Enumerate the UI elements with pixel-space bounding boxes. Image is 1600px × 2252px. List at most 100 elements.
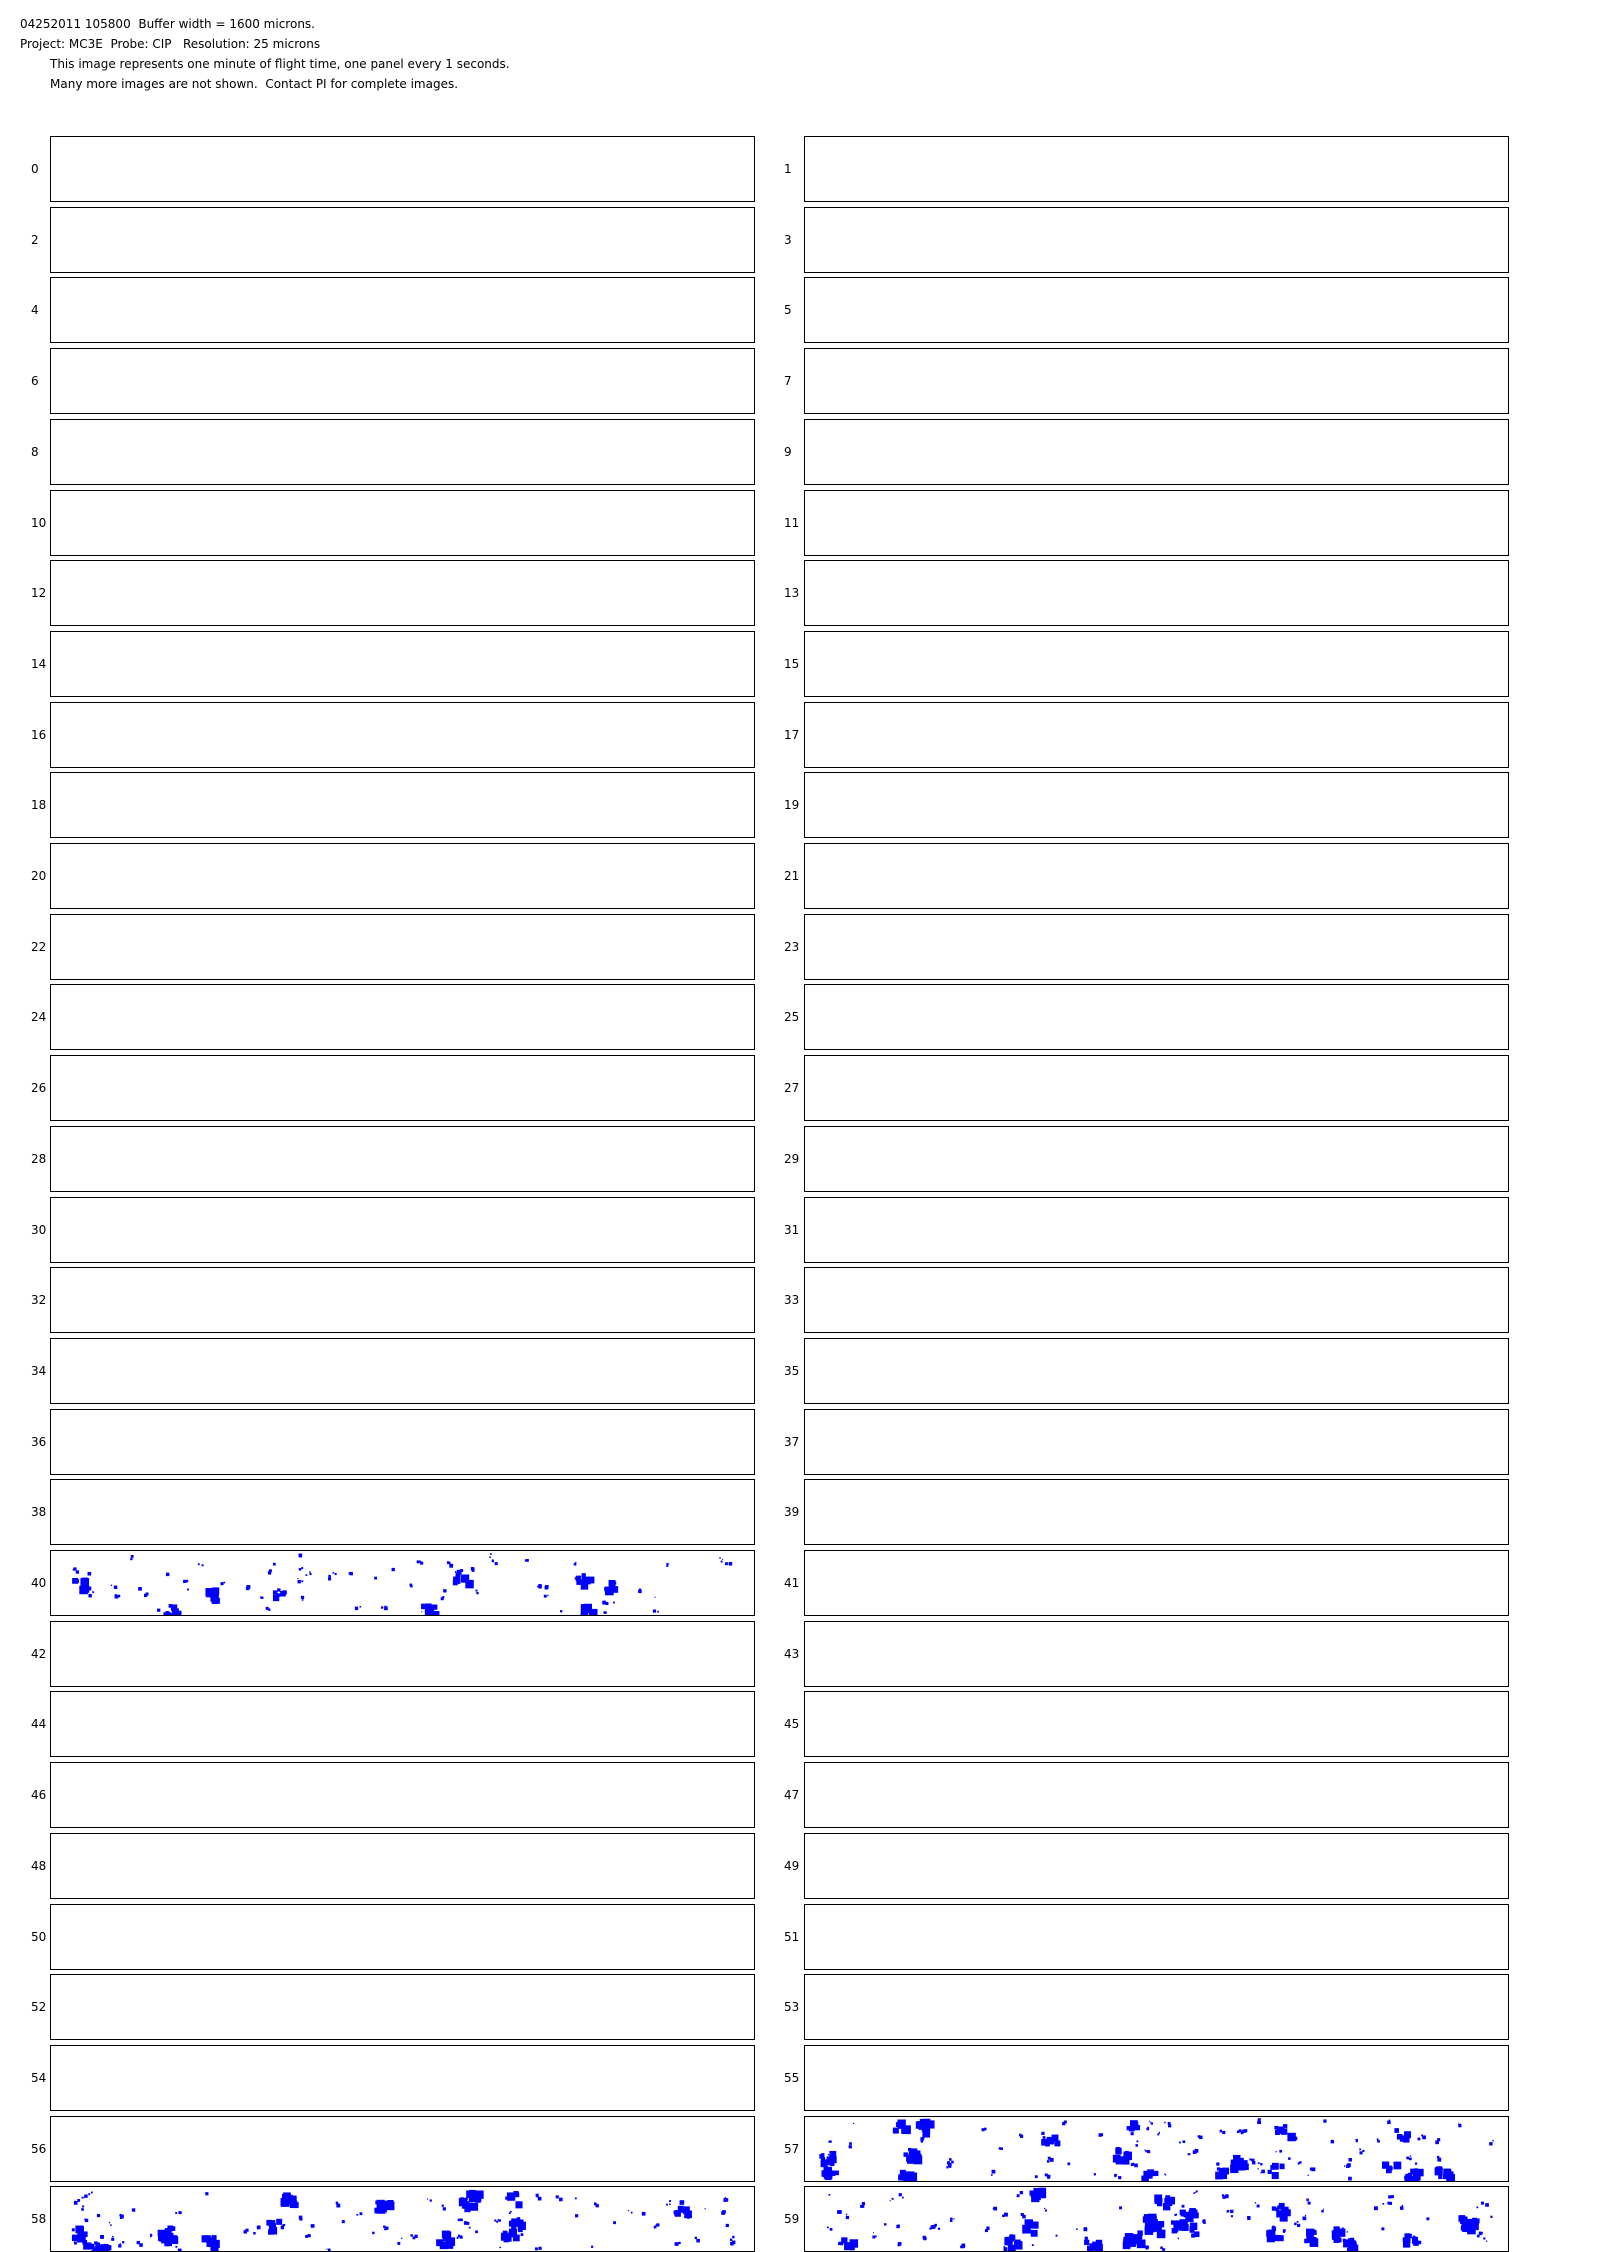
particle <box>76 2236 84 2243</box>
particle <box>1145 2215 1154 2223</box>
particle <box>1458 2215 1466 2222</box>
panel-label: 14 <box>31 657 47 671</box>
particle <box>559 2197 563 2202</box>
particle <box>1031 2244 1034 2247</box>
particle <box>178 2211 180 2214</box>
particle <box>829 2150 837 2158</box>
panel-label: 24 <box>31 1010 47 1024</box>
particle <box>829 2170 836 2177</box>
image-panel <box>50 2116 755 2182</box>
particle <box>1014 2241 1023 2250</box>
particle <box>580 1582 589 1590</box>
particle <box>466 2221 470 2225</box>
particle <box>861 2202 866 2206</box>
particle <box>165 2231 172 2238</box>
particle <box>1123 2151 1132 2161</box>
particle <box>524 1559 528 1562</box>
particle <box>575 2214 579 2218</box>
particle <box>947 2162 952 2167</box>
particle <box>929 2227 932 2230</box>
particle <box>1333 2226 1340 2233</box>
particle <box>547 1594 549 1597</box>
particle <box>130 1554 134 1558</box>
image-panel <box>50 490 755 556</box>
particle <box>431 1611 440 1615</box>
panel-label: 20 <box>31 869 47 883</box>
particle <box>1387 2120 1391 2125</box>
particle <box>906 2157 914 2164</box>
image-panel <box>50 1267 755 1333</box>
particle <box>1000 2147 1003 2150</box>
particle <box>475 2190 484 2199</box>
particle <box>164 2241 170 2247</box>
particle <box>575 1561 577 1564</box>
image-panel <box>804 1338 1509 1404</box>
particle <box>1362 2149 1365 2153</box>
particle <box>300 1595 305 1599</box>
panel-label: 57 <box>784 2142 800 2156</box>
particle <box>1306 2198 1309 2202</box>
particle <box>1187 2153 1190 2156</box>
particle <box>981 2128 985 2132</box>
particle <box>170 2226 176 2231</box>
particle <box>1412 2235 1416 2239</box>
particle <box>441 2204 444 2207</box>
particle <box>1145 2150 1148 2153</box>
particle <box>94 2241 98 2245</box>
particle <box>827 2166 833 2172</box>
particle <box>1308 2236 1315 2243</box>
particle <box>1150 2121 1152 2123</box>
particle <box>1437 2138 1441 2142</box>
particle <box>1094 2242 1098 2246</box>
particle <box>673 2210 678 2215</box>
particle <box>1114 2176 1116 2178</box>
particle <box>359 1605 362 1608</box>
particle <box>829 2228 833 2231</box>
particle <box>1402 2237 1408 2243</box>
particle <box>178 2211 182 2215</box>
particle <box>725 1562 728 1566</box>
particle <box>653 2225 657 2229</box>
particle <box>1158 2132 1160 2135</box>
particle <box>1063 2120 1067 2124</box>
particle <box>113 1585 118 1590</box>
particle <box>903 2171 908 2176</box>
particle <box>1243 2162 1247 2166</box>
particle <box>1030 2229 1038 2237</box>
particle <box>1041 2131 1045 2136</box>
particle <box>380 2206 383 2209</box>
particle <box>1230 2209 1234 2214</box>
particle <box>873 2232 875 2234</box>
particle <box>1405 2173 1413 2181</box>
particle <box>1307 2201 1311 2205</box>
particle <box>1153 2170 1159 2177</box>
particle <box>336 2203 338 2206</box>
particle <box>824 2173 832 2181</box>
panel-label: 52 <box>31 2000 47 2014</box>
particle <box>1179 2209 1186 2216</box>
particle <box>1134 2163 1138 2168</box>
particle <box>1278 2210 1284 2217</box>
panel-label: 58 <box>31 2212 47 2226</box>
particle <box>297 1579 301 1584</box>
particle <box>828 2193 831 2196</box>
particle <box>513 2192 516 2195</box>
particle <box>81 2208 84 2211</box>
particle <box>694 2236 697 2240</box>
image-panel <box>804 2116 1509 2182</box>
particle <box>444 2231 452 2239</box>
panel-label: 44 <box>31 1717 47 1731</box>
particle <box>1004 2212 1008 2217</box>
particle <box>90 2191 93 2194</box>
particle <box>1047 2156 1051 2160</box>
particle <box>409 1584 413 1588</box>
particle <box>1135 2144 1138 2147</box>
particle <box>1274 2125 1279 2130</box>
particle <box>839 2241 844 2246</box>
particle <box>908 2148 918 2157</box>
particle <box>1281 2128 1288 2135</box>
particle <box>1049 2158 1054 2162</box>
particle <box>538 1585 542 1589</box>
particle <box>106 2245 112 2251</box>
particle <box>276 1593 281 1597</box>
